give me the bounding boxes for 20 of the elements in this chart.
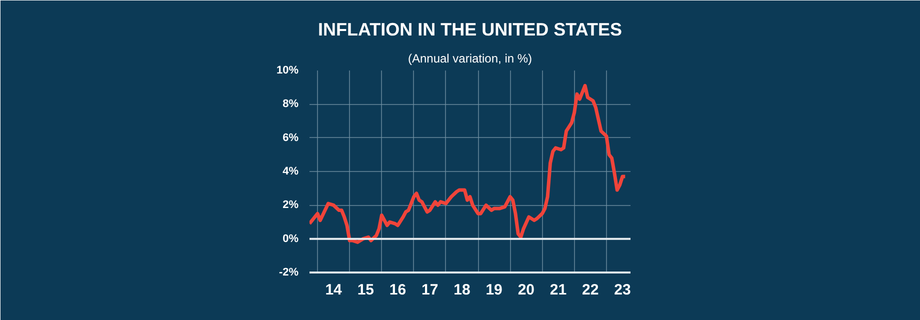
x-tick-label: 15 — [357, 282, 374, 298]
x-tick-label: 18 — [454, 282, 470, 298]
x-tick-label: 16 — [389, 282, 406, 298]
y-tick-label: 10% — [276, 64, 299, 76]
x-tick-label: 21 — [550, 282, 567, 298]
x-tick-label: 22 — [582, 282, 599, 298]
x-tick-label: 14 — [325, 282, 343, 298]
chart-subtitle: (Annual variation, in %) — [408, 52, 532, 66]
y-tick-label: 6% — [282, 132, 299, 144]
line-series — [310, 84, 627, 244]
chart-title: INFLATION IN THE UNITED STATES — [318, 20, 622, 40]
y-tick-label: 2% — [282, 199, 299, 212]
x-tick-label: 20 — [518, 282, 535, 298]
y-tick-label: 8% — [282, 98, 299, 110]
y-tick-label: 0% — [282, 232, 299, 245]
x-tick-label: 23 — [614, 282, 631, 298]
y-tick-label: -2% — [278, 266, 299, 278]
x-tick-label: 19 — [486, 282, 502, 298]
x-tick-label: 17 — [422, 282, 438, 298]
y-tick-label: 4% — [282, 166, 299, 178]
